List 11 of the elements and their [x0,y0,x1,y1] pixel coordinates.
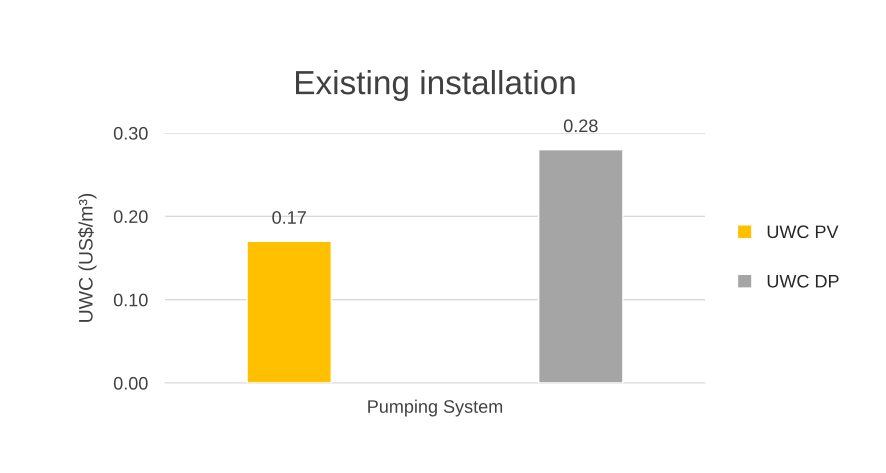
y-tick-label: 0.10 [114,294,148,306]
chart-title: Existing installation [296,70,575,102]
y-tick-label: 0.00 [114,376,148,390]
y-axis-title: UWC (US$/m³) [78,194,97,322]
y-tick-label: 0.30 [114,126,148,140]
data-label: 0.17 [272,211,306,224]
data-label: 0.28 [564,119,598,132]
y-tick-label: 0.20 [114,210,148,224]
legend-label: UWC DP [768,274,839,288]
x-tick-label: Pumping System [368,400,502,416]
legend-label: UWC PV [768,225,838,238]
